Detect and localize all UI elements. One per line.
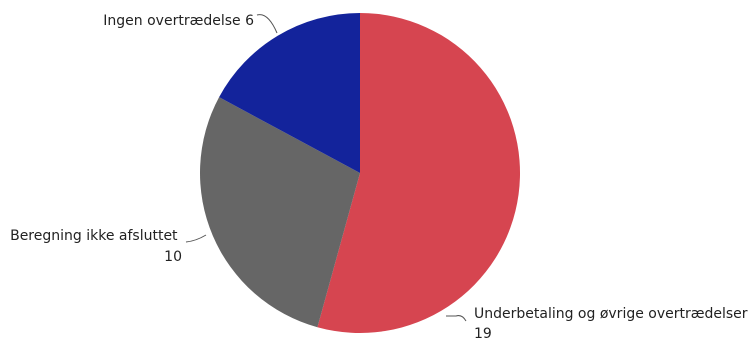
leader-line-underbetaling [446, 315, 467, 322]
data-label-ingen: Ingen overtrædelse 6 [103, 13, 254, 29]
pie-slice-0 [317, 13, 521, 333]
pie-slices [199, 13, 521, 333]
pie-slice-2 [219, 13, 360, 173]
data-label-beregning-name: Beregning ikke afsluttet [10, 228, 178, 244]
data-label-ingen-value: 6 [245, 13, 254, 29]
data-label-underbetaling-name: Underbetaling og øvrige overtrædelser [474, 306, 748, 322]
data-label-ingen-name: Ingen overtrædelse [103, 13, 240, 29]
data-label-underbetaling-value: 19 [474, 326, 492, 340]
leader-line-ingen [256, 14, 278, 34]
pie-slice-1 [199, 97, 360, 328]
data-label-beregning: Beregning ikke afsluttet 10 [10, 228, 182, 265]
data-label-beregning-value: 10 [164, 249, 182, 265]
data-label-underbetaling: Underbetaling og øvrige overtrædelser 19 [474, 306, 752, 340]
leader-line-beregning [185, 234, 207, 243]
